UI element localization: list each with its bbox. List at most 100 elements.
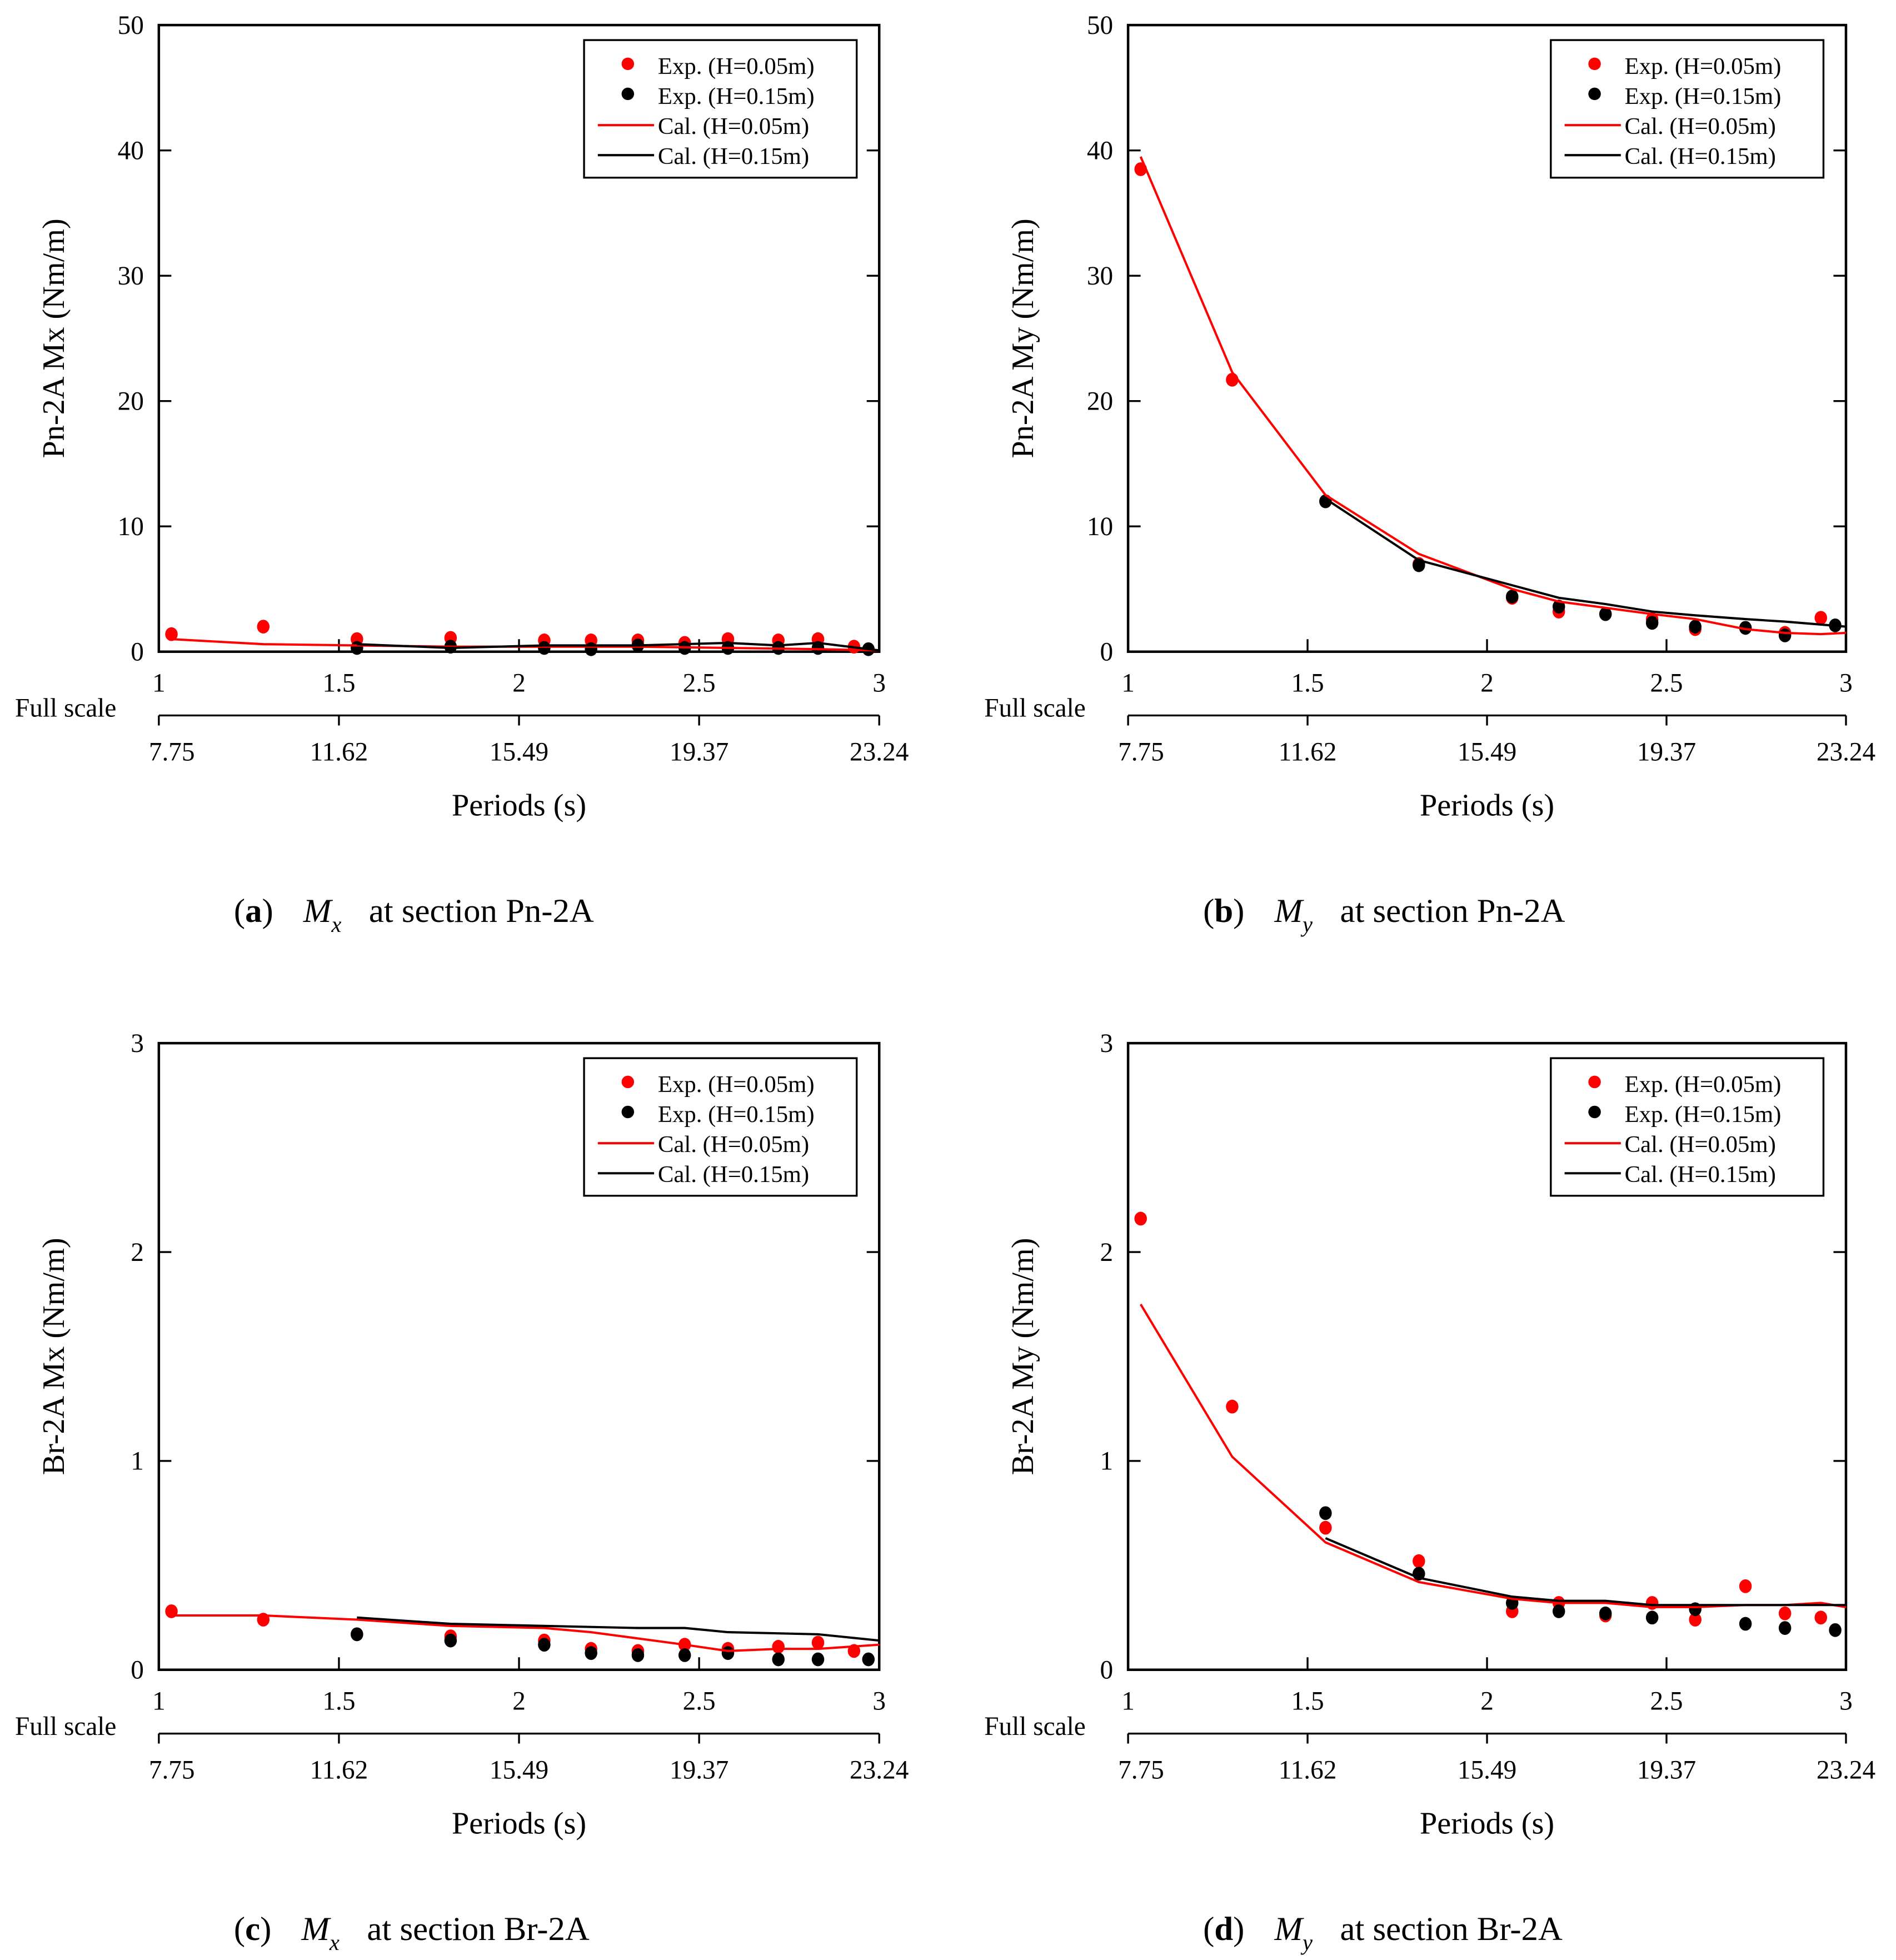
legend-label: Exp. (H=0.05m) xyxy=(1625,1071,1782,1098)
legend-marker xyxy=(621,1105,635,1119)
full-scale-label: Full scale xyxy=(984,694,1085,723)
data-point xyxy=(585,1646,597,1660)
data-point xyxy=(1645,1610,1659,1625)
data-point xyxy=(1552,600,1565,614)
full-scale-tick-label: 23.24 xyxy=(1817,1756,1875,1785)
y-tick-label: 0 xyxy=(1100,637,1113,666)
series-exp-h-0-05m- xyxy=(1134,1211,1828,1627)
x-tick-label: 2.5 xyxy=(1650,669,1683,698)
legend-label: Cal. (H=0.15m) xyxy=(658,143,809,169)
series-line xyxy=(1139,1303,1847,1609)
caption-moment: M xyxy=(301,1911,331,1948)
x-tick-label: 2.5 xyxy=(683,669,716,698)
x-tick-label: 2 xyxy=(512,1687,526,1716)
legend-marker xyxy=(1588,87,1601,101)
caption-letter: c xyxy=(245,1911,260,1948)
legend-label: Cal. (H=0.05m) xyxy=(1625,1131,1776,1158)
data-point xyxy=(1134,1211,1147,1226)
data-point xyxy=(811,641,825,655)
x-tick-label: 1.5 xyxy=(322,1687,355,1716)
x-tick-label: 3 xyxy=(1839,1687,1853,1716)
full-scale-tick-label: 19.37 xyxy=(670,1756,729,1785)
full-scale-tick-label: 11.62 xyxy=(1279,1756,1337,1785)
series-exp-h-0-15m- xyxy=(1319,1506,1842,1637)
panel-caption: (c) Mx at section Br-2A xyxy=(234,1911,590,1955)
series-line xyxy=(1139,156,1847,636)
x-axis-label: Periods (s) xyxy=(1420,1807,1554,1841)
legend-label: Exp. (H=0.15m) xyxy=(658,1101,815,1128)
legend: Exp. (H=0.05m) Exp. (H=0.15m) Cal. (H=0.05… xyxy=(583,1057,858,1197)
full-scale-tick-label: 19.37 xyxy=(1637,738,1696,767)
data-point xyxy=(257,620,270,634)
y-tick-label: 1 xyxy=(1100,1447,1113,1476)
y-tick-label: 2 xyxy=(131,1238,144,1267)
legend-marker xyxy=(621,87,635,101)
x-tick-label: 1 xyxy=(152,669,166,698)
caption-subscript: x xyxy=(331,912,341,937)
y-axis-label: Pn-2A My (Nm/m) xyxy=(1006,218,1040,458)
y-tick-label: 50 xyxy=(1087,11,1113,40)
series-exp-h-0-15m- xyxy=(1319,494,1842,642)
legend-label: Exp. (H=0.15m) xyxy=(1625,83,1782,109)
data-point xyxy=(165,627,178,641)
y-axis-label: Pn-2A Mx (Nm/m) xyxy=(37,218,71,458)
caption-moment: M xyxy=(303,892,333,930)
x-tick-label: 1 xyxy=(1121,669,1135,698)
y-tick-label: 10 xyxy=(118,512,144,541)
legend-label: Cal. (H=0.05m) xyxy=(658,1131,809,1158)
x-tick-label: 1 xyxy=(152,1687,166,1716)
legend: Exp. (H=0.05m) Exp. (H=0.15m) Cal. (H=0.05… xyxy=(1550,1057,1825,1197)
panel-a: 0 10 20 30 40 50 1 1.5 2 2.5 3 Full scale 7.75 11.62 1… xyxy=(15,11,909,937)
legend-marker xyxy=(621,1075,635,1089)
series-line xyxy=(1325,1537,1846,1607)
series-line xyxy=(357,1616,880,1642)
data-point xyxy=(1814,611,1828,625)
full-scale-tick-label: 7.75 xyxy=(149,738,195,767)
series-exp-h-0-05m- xyxy=(1134,162,1828,640)
caption-letter: ) xyxy=(260,1911,271,1948)
y-tick-label: 30 xyxy=(118,262,144,291)
full-scale-tick-label: 11.62 xyxy=(310,1756,368,1785)
full-scale-tick-label: 15.49 xyxy=(490,738,548,767)
y-tick-label: 3 xyxy=(1100,1029,1113,1058)
full-scale-label: Full scale xyxy=(15,694,116,723)
x-tick-label: 3 xyxy=(872,669,886,698)
data-point xyxy=(811,1635,825,1650)
legend-marker xyxy=(621,57,635,71)
series-line xyxy=(171,1614,880,1652)
caption-text: at section Br-2A xyxy=(367,1911,589,1948)
y-tick-label: 20 xyxy=(1087,387,1113,416)
data-point xyxy=(1689,620,1702,634)
full-scale-tick-label: 15.49 xyxy=(1458,1756,1516,1785)
y-tick-label: 40 xyxy=(118,136,144,165)
full-scale-tick-label: 15.49 xyxy=(1458,738,1516,767)
data-point xyxy=(1778,1621,1792,1635)
data-point xyxy=(721,1646,735,1660)
caption-text: at section Br-2A xyxy=(1340,1911,1563,1948)
data-point xyxy=(1552,1604,1565,1618)
data-point xyxy=(1505,590,1519,604)
data-point xyxy=(351,1627,363,1642)
series-cal-h-0-05m- xyxy=(171,638,880,652)
x-tick-label: 1 xyxy=(1121,1687,1135,1716)
data-point xyxy=(811,1652,825,1667)
x-tick-label: 1.5 xyxy=(1291,669,1324,698)
series-cal-h-0-05m- xyxy=(171,1614,880,1652)
x-tick-label: 2.5 xyxy=(683,1687,716,1716)
panel-caption: (b) My at section Pn-2A xyxy=(1203,892,1565,937)
caption-subscript: y xyxy=(1300,1930,1313,1955)
caption-text: at section Pn-2A xyxy=(1340,892,1565,930)
caption-letter: a xyxy=(245,892,262,930)
y-tick-label: 0 xyxy=(131,1655,144,1684)
caption-letter: ) xyxy=(1233,892,1244,930)
panel-caption: (d) My at section Br-2A xyxy=(1203,1911,1563,1955)
data-point xyxy=(862,1652,875,1667)
data-point xyxy=(1739,1579,1752,1593)
data-point xyxy=(1413,1554,1425,1568)
data-point xyxy=(1778,1606,1792,1620)
data-point xyxy=(1226,1399,1239,1414)
series-cal-h-0-05m- xyxy=(1139,156,1847,636)
full-scale-label: Full scale xyxy=(984,1712,1085,1741)
